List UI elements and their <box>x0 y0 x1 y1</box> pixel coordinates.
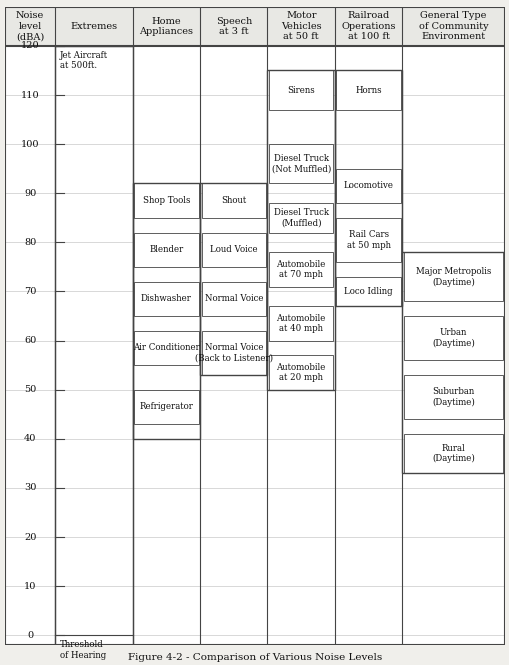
Text: Rail Cars
at 50 mph: Rail Cars at 50 mph <box>346 230 390 249</box>
Bar <box>336 70 400 110</box>
Bar <box>268 306 333 340</box>
Text: 10: 10 <box>24 582 36 591</box>
Text: Jet Aircraft
at 500ft.: Jet Aircraft at 500ft. <box>60 51 108 70</box>
Text: Automobile
at 40 mph: Automobile at 40 mph <box>276 314 325 333</box>
Text: 40: 40 <box>24 434 36 444</box>
Text: Horns: Horns <box>355 86 381 94</box>
Bar <box>336 169 400 203</box>
Text: Dishwasher: Dishwasher <box>140 295 191 303</box>
Bar <box>268 203 333 233</box>
Text: 90: 90 <box>24 189 36 198</box>
Text: Shop Tools: Shop Tools <box>142 196 190 205</box>
Text: Blender: Blender <box>149 245 183 254</box>
Bar <box>403 252 502 301</box>
Text: 0: 0 <box>27 630 33 640</box>
Text: Home
Appliances: Home Appliances <box>139 17 193 36</box>
Bar <box>403 375 502 419</box>
Text: 20: 20 <box>24 533 36 541</box>
Bar <box>134 282 198 316</box>
Text: 100: 100 <box>21 140 39 149</box>
Text: Urban
(Daytime): Urban (Daytime) <box>432 329 474 348</box>
Text: Noise
level
(dBA): Noise level (dBA) <box>16 11 44 41</box>
Bar <box>134 184 198 218</box>
Text: Sirens: Sirens <box>287 86 315 94</box>
Bar <box>402 252 504 473</box>
Bar <box>268 252 333 287</box>
Text: Normal Voice: Normal Voice <box>204 295 263 303</box>
Bar <box>200 184 267 375</box>
Text: Automobile
at 70 mph: Automobile at 70 mph <box>276 259 325 279</box>
Bar <box>336 218 400 262</box>
Bar <box>132 184 200 439</box>
Text: Major Metropolis
(Daytime): Major Metropolis (Daytime) <box>415 267 490 287</box>
Text: Railroad
Operations
at 100 ft: Railroad Operations at 100 ft <box>341 11 395 41</box>
Bar <box>268 70 333 110</box>
Text: Rural
(Daytime): Rural (Daytime) <box>432 444 474 464</box>
Bar <box>134 390 198 424</box>
Bar <box>134 233 198 267</box>
Text: Diesel Truck
(Not Muffled): Diesel Truck (Not Muffled) <box>271 154 330 174</box>
Bar <box>403 434 502 473</box>
Text: 30: 30 <box>24 483 36 492</box>
Text: 80: 80 <box>24 238 36 247</box>
Bar <box>201 184 266 218</box>
Text: 120: 120 <box>21 41 39 51</box>
Bar <box>267 70 334 390</box>
Bar <box>403 316 502 360</box>
Bar <box>201 233 266 267</box>
Text: Threshold
of Hearing: Threshold of Hearing <box>60 640 106 660</box>
Text: Suburban
(Daytime): Suburban (Daytime) <box>432 387 474 407</box>
Text: 50: 50 <box>24 385 36 394</box>
Text: Figure 4-2 - Comparison of Various Noise Levels: Figure 4-2 - Comparison of Various Noise… <box>128 652 381 662</box>
Text: Loud Voice: Loud Voice <box>210 245 257 254</box>
Text: Loco Idling: Loco Idling <box>344 287 392 296</box>
Bar <box>268 355 333 390</box>
Text: Extremes: Extremes <box>70 22 117 31</box>
Bar <box>55 46 132 645</box>
Text: 110: 110 <box>21 90 39 100</box>
Text: Refrigerator: Refrigerator <box>139 402 193 412</box>
Text: General Type
of Community
Environment: General Type of Community Environment <box>418 11 488 41</box>
Bar <box>134 331 198 365</box>
Text: Speech
at 3 ft: Speech at 3 ft <box>215 17 251 36</box>
Text: Automobile
at 20 mph: Automobile at 20 mph <box>276 363 325 382</box>
Bar <box>201 282 266 316</box>
Text: 70: 70 <box>24 287 36 296</box>
Text: Air Conditioner: Air Conditioner <box>133 343 199 352</box>
Bar <box>336 277 400 306</box>
Text: Locomotive: Locomotive <box>343 182 393 190</box>
Text: Normal Voice
(Back to Listener): Normal Voice (Back to Listener) <box>194 343 272 362</box>
Bar <box>5 7 504 46</box>
Bar <box>201 331 266 375</box>
Text: Motor
Vehicles
at 50 ft: Motor Vehicles at 50 ft <box>280 11 321 41</box>
Bar <box>334 70 402 306</box>
Bar <box>268 144 333 184</box>
Text: Shout: Shout <box>221 196 246 205</box>
Text: Diesel Truck
(Muffled): Diesel Truck (Muffled) <box>273 208 328 227</box>
Text: 60: 60 <box>24 336 36 345</box>
